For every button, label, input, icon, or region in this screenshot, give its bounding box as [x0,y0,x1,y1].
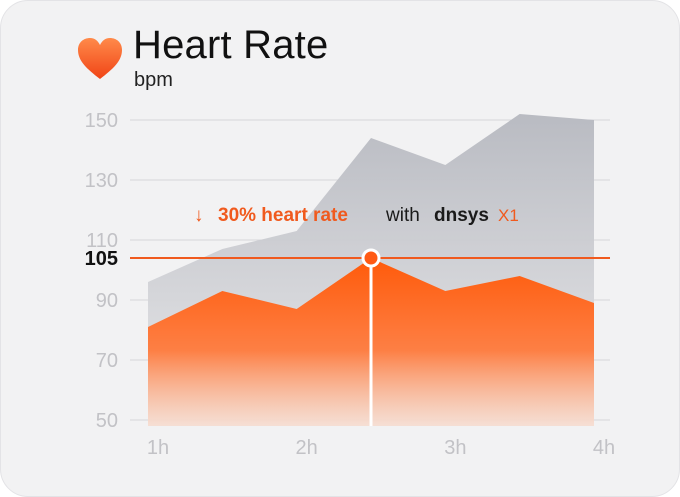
highlight-layer [130,248,610,426]
brand-logo-text: dnsys [434,205,489,226]
x-tick-label: 3h [444,437,466,459]
unit-label: bpm [134,69,173,91]
heart-icon [78,38,122,79]
y-tick-label: 110 [86,230,118,252]
highlight-value-label: 105 [85,248,118,270]
x-tick-label: 2h [296,437,318,459]
annotation-arrow: ↓ [194,205,204,226]
model-label: X1 [498,206,519,225]
axis-labels: 50 70 90 110 130 150 1h 2h 3h 4h 105 [85,110,616,459]
annotation-text: 30% heart rate [218,205,348,226]
y-tick-label: 70 [96,350,118,372]
page-title: Heart Rate [133,23,329,67]
x-tick-label: 4h [593,437,615,459]
x-tick-label: 1h [147,437,169,459]
annotation: ↓ 30% heart rate with dnsys X1 [194,205,519,226]
y-tick-label: 50 [96,410,118,432]
highlight-point [361,248,381,268]
annotation-with: with [385,205,420,226]
y-tick-label: 130 [85,170,118,192]
y-tick-label: 150 [85,110,118,132]
y-tick-label: 90 [96,290,118,312]
